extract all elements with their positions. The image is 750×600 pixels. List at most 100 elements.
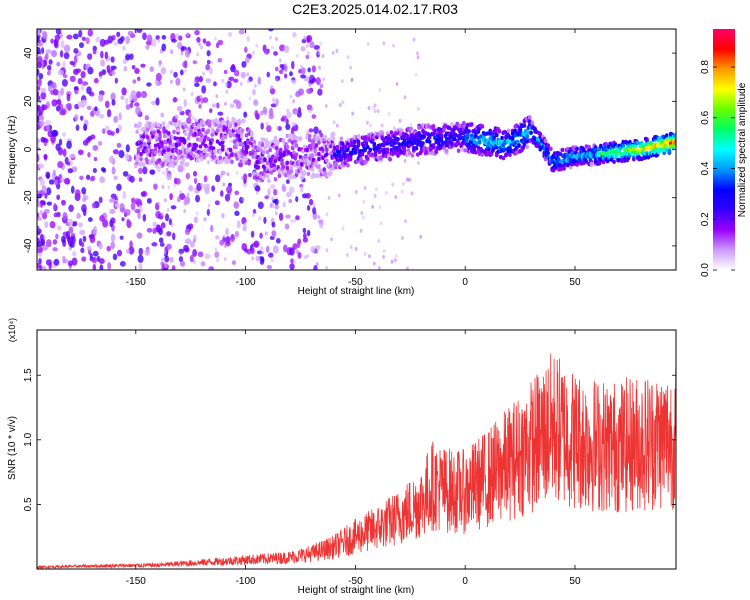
spectrogram-cell	[55, 233, 59, 240]
spectrogram-cell	[383, 147, 387, 152]
spectrogram-cell	[392, 43, 395, 48]
spectrogram-cell	[365, 156, 370, 161]
spectrogram-cell	[201, 127, 205, 133]
spectrogram-cell	[161, 257, 165, 262]
spectrogram-cell	[151, 134, 155, 139]
spectrogram-cell	[211, 129, 216, 134]
spectrogram-cell	[456, 148, 461, 153]
spectrogram-cell	[263, 216, 267, 224]
spectrogram-cell	[55, 105, 61, 112]
spectrogram-cell	[195, 153, 200, 159]
spectrogram-cell	[284, 148, 288, 153]
spectrogram-cell	[394, 195, 398, 200]
spectrogram-cell	[213, 154, 217, 160]
spectrogram-x-tick-label: 50	[569, 277, 581, 288]
spectrogram-cell	[380, 130, 384, 135]
spectrogram-cell	[217, 111, 224, 116]
spectrogram-cell	[326, 143, 330, 149]
spectrogram-cell	[134, 163, 138, 169]
spectrogram-cell	[40, 238, 46, 247]
spectrogram-cells	[37, 29, 676, 270]
spectrogram-cell	[299, 185, 304, 193]
spectrogram-cell	[124, 153, 130, 161]
spectrogram-cell	[409, 122, 413, 127]
spectrogram-cell	[366, 120, 369, 125]
spectrogram-cell	[560, 147, 565, 153]
spectrogram-cell	[166, 147, 171, 152]
spectrogram-cell	[265, 245, 270, 254]
spectrogram-cell	[303, 35, 307, 40]
spectrogram-y-tick-label: -40	[23, 238, 34, 253]
spectrogram-cell	[393, 258, 397, 263]
spectrogram-cell	[37, 262, 41, 269]
spectrogram-cell	[102, 128, 106, 135]
spectrogram-cell	[315, 77, 321, 86]
spectrogram-cell	[260, 137, 265, 142]
spectrogram-cell	[372, 261, 376, 266]
spectrogram-cell	[198, 42, 201, 47]
spectrogram-cell	[368, 147, 373, 153]
spectrogram-cell	[362, 215, 365, 220]
spectrogram-cell	[178, 35, 183, 41]
spectrogram-cell	[362, 199, 366, 204]
spectrogram-cell	[215, 42, 220, 49]
spectrogram-cell	[197, 251, 204, 258]
spectrogram-cell	[200, 182, 203, 187]
spectrogram-cell	[37, 29, 41, 36]
spectrogram-cell	[314, 143, 319, 148]
spectrogram-cell	[80, 84, 85, 91]
spectrogram-cell	[137, 123, 142, 128]
spectrogram-cell	[170, 79, 173, 84]
spectrogram-cell	[78, 222, 83, 228]
spectrogram-cell	[135, 129, 139, 134]
spectrogram-cell	[444, 136, 449, 141]
spectrogram-cell	[266, 125, 272, 133]
spectrogram-cell	[255, 190, 259, 195]
spectrogram-cell	[252, 89, 256, 96]
spectrogram-cell	[37, 142, 40, 147]
spectrogram-cell	[327, 137, 332, 142]
spectrogram-cell	[185, 172, 190, 180]
spectrogram-cell	[632, 157, 636, 162]
spectrogram-cell	[145, 152, 150, 157]
spectrogram-cell	[37, 225, 40, 230]
spectrogram-cell	[177, 41, 183, 50]
spectrogram-cell	[267, 188, 271, 197]
spectrogram-cell	[147, 138, 151, 143]
spectrogram-cell	[183, 244, 189, 252]
spectrogram-cell	[266, 264, 272, 270]
spectrogram-cell	[416, 51, 419, 56]
spectrogram-cell	[276, 149, 280, 155]
spectrogram-cell	[56, 194, 61, 201]
spectrogram-cell	[335, 144, 340, 150]
spectrogram-cell	[192, 60, 198, 65]
spectrogram-cell	[300, 64, 304, 69]
spectrogram-cell	[71, 257, 78, 266]
spectrogram-cell	[285, 118, 289, 125]
spectrogram-cell	[136, 147, 141, 152]
spectrogram-cell	[179, 251, 183, 256]
spectrogram-cell	[346, 163, 350, 168]
spectrogram-cell	[91, 256, 98, 264]
spectrogram-cell	[124, 208, 131, 216]
spectrogram-cell	[206, 60, 211, 65]
spectrogram-cell	[232, 118, 237, 123]
spectrogram-cell	[228, 76, 235, 81]
spectrogram-cell	[92, 250, 99, 257]
spectrogram-cell	[194, 143, 199, 148]
spectrogram-cell	[366, 41, 370, 46]
spectrogram-cell	[306, 205, 311, 211]
spectrogram-cell	[282, 169, 287, 174]
spectrogram-cell	[275, 98, 279, 107]
spectrogram-cell	[285, 144, 290, 150]
spectrogram-cell	[321, 53, 325, 58]
snr-y-tick-label: 0.5	[23, 497, 34, 511]
spectrogram-cell	[86, 246, 92, 251]
spectrogram-cell	[194, 126, 199, 132]
spectrogram-cell	[263, 48, 270, 55]
spectrogram-cell	[62, 255, 66, 264]
spectrogram-cell	[230, 159, 234, 165]
spectrogram-cell	[82, 235, 87, 243]
spectrogram-cell	[140, 92, 146, 98]
spectrogram-cell	[242, 181, 248, 187]
